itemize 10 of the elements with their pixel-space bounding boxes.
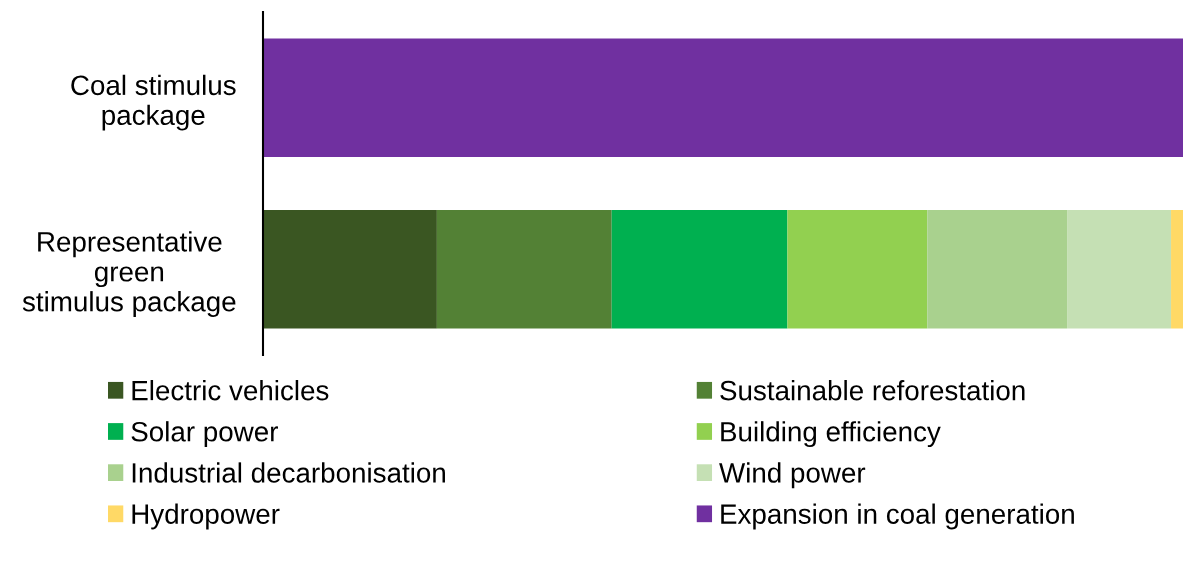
legend-label: Solar power — [131, 421, 278, 448]
legend-label: Industrial decarbonisation — [132, 462, 445, 483]
y-tick-label: Representative green stimulus package — [22, 231, 236, 318]
legend-label: Sustainable reforestation — [720, 380, 1025, 401]
legend-label: Expansion in coal generation — [721, 503, 1074, 530]
legend-label: Hydropower — [132, 503, 280, 530]
legend-label: Building efficiency — [721, 421, 941, 448]
legend-label: Electric vehicles — [132, 380, 329, 401]
y-tick-label: Coal stimulus package — [71, 74, 236, 131]
legend-label: Wind power — [719, 462, 866, 489]
